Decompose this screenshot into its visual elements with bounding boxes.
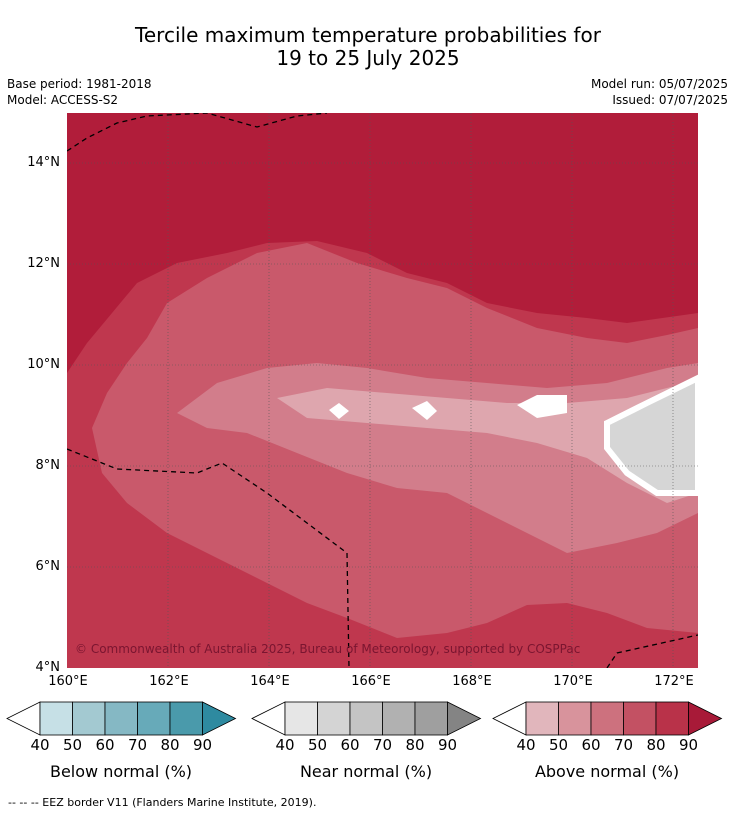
colorbar-tick-label: 50 bbox=[548, 736, 569, 754]
colorbar-min-extend bbox=[251, 701, 286, 736]
colorbar-max-extend bbox=[688, 701, 723, 736]
contour-50 bbox=[277, 383, 698, 503]
lon-label-170: 170°E bbox=[553, 674, 593, 689]
colorbar-segment bbox=[623, 701, 657, 736]
colorbar-tick-label: 40 bbox=[30, 736, 50, 754]
colorbar-segment bbox=[414, 701, 448, 736]
colorbar-segment bbox=[382, 701, 416, 736]
lon-label-164: 164°E bbox=[250, 674, 290, 689]
model-run: Model run: 05/07/2025 bbox=[590, 77, 728, 91]
colorbar-tick-label: 90 bbox=[678, 736, 699, 754]
white-patch-1 bbox=[517, 395, 567, 418]
lon-label-168: 168°E bbox=[452, 674, 492, 689]
colorbar-segment bbox=[284, 701, 318, 736]
lat-label-6: 6°N bbox=[35, 559, 61, 574]
probability-map: © Commonwealth of Australia 2025, Bureau… bbox=[67, 113, 698, 668]
colorbars bbox=[6, 701, 723, 736]
lat-label-12: 12°N bbox=[27, 256, 60, 271]
model-name: Model: ACCESS-S2 bbox=[7, 93, 119, 107]
lon-label-162: 162°E bbox=[149, 674, 189, 689]
colorbar-min-extend bbox=[6, 701, 41, 736]
colorbar-min-extend bbox=[492, 701, 527, 736]
copyright-notice: © Commonwealth of Australia 2025, Bureau… bbox=[75, 642, 581, 656]
lon-label-160: 160°E bbox=[48, 674, 88, 689]
colorbar-segment bbox=[349, 701, 383, 736]
colorbar-segment bbox=[72, 701, 106, 736]
map-svg bbox=[67, 113, 698, 668]
colorbar-segment bbox=[317, 701, 351, 736]
lat-label-8: 8°N bbox=[35, 458, 61, 473]
base-period: Base period: 1981-2018 bbox=[7, 77, 152, 91]
lat-label-10: 10°N bbox=[27, 357, 60, 372]
map-title-line1: Tercile maximum temperature probabilitie… bbox=[135, 23, 601, 47]
colorbar-tick-label: 80 bbox=[646, 736, 666, 754]
lon-label-166: 166°E bbox=[351, 674, 391, 689]
colorbar-max-extend bbox=[202, 701, 237, 736]
colorbar-tick-label: 40 bbox=[275, 736, 295, 754]
colorbar-tick-label: 70 bbox=[372, 736, 393, 754]
eez-borders bbox=[67, 113, 698, 668]
eez-footnote: -- -- -- EEZ border V11 (Flanders Marine… bbox=[8, 796, 317, 809]
colorbar-label-above: Above normal (%) bbox=[534, 762, 680, 781]
colorbar-tick-label: 50 bbox=[307, 736, 328, 754]
colorbar-tick-label: 90 bbox=[437, 736, 458, 754]
colorbar-max-extend bbox=[447, 701, 482, 736]
lat-label-14: 14°N bbox=[27, 155, 60, 170]
colorbar-tick-label: 80 bbox=[405, 736, 425, 754]
colorbar-0 bbox=[6, 701, 237, 736]
colorbar-segment bbox=[104, 701, 138, 736]
colorbar-tick-label: 40 bbox=[516, 736, 536, 754]
colorbar-tick-label: 50 bbox=[62, 736, 83, 754]
colorbar-tick-label: 80 bbox=[160, 736, 180, 754]
colorbar-tick-label: 70 bbox=[127, 736, 148, 754]
lon-label-172: 172°E bbox=[654, 674, 694, 689]
colorbar-2 bbox=[492, 701, 723, 736]
graticule bbox=[67, 113, 698, 668]
near-normal-patch bbox=[604, 374, 698, 496]
colorbar-segment bbox=[590, 701, 624, 736]
issued-date: Issued: 07/07/2025 bbox=[612, 93, 728, 107]
white-patch-2 bbox=[412, 401, 437, 420]
colorbar-segment bbox=[655, 701, 689, 736]
colorbar-segment bbox=[39, 701, 73, 736]
colorbar-tick-label: 90 bbox=[192, 736, 213, 754]
colorbar-segment bbox=[137, 701, 171, 736]
colorbar-tick-label: 70 bbox=[613, 736, 634, 754]
map-title-line2: 19 to 25 July 2025 bbox=[276, 46, 460, 70]
colorbar-segment bbox=[525, 701, 559, 736]
white-patch-3 bbox=[329, 403, 349, 419]
colorbar-tick-label: 60 bbox=[340, 736, 360, 754]
colorbar-segment bbox=[558, 701, 592, 736]
colorbar-segment bbox=[169, 701, 203, 736]
colorbar-tick-label: 60 bbox=[581, 736, 601, 754]
lat-label-4: 4°N bbox=[35, 660, 61, 675]
colorbar-tick-label: 60 bbox=[95, 736, 115, 754]
colorbar-label-near: Near normal (%) bbox=[299, 762, 433, 781]
colorbar-label-below: Below normal (%) bbox=[49, 762, 193, 781]
colorbar-1 bbox=[251, 701, 482, 736]
